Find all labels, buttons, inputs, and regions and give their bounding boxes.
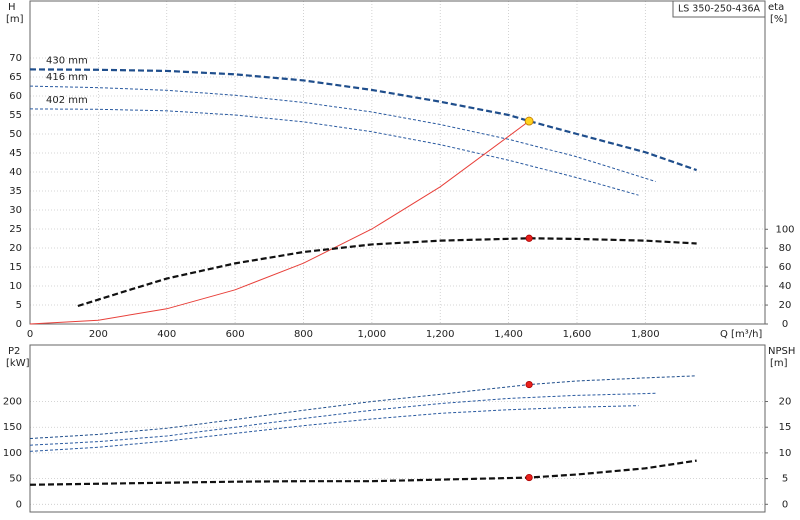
y2-axis-title: eta xyxy=(768,2,784,13)
curve-label: 402 mm xyxy=(46,95,88,106)
y2-tick-label: 40 xyxy=(779,281,792,292)
x-tick-label: 200 xyxy=(89,329,108,340)
y-tick-label: 0 xyxy=(16,319,22,330)
y-axis-unit: [kW] xyxy=(6,358,30,369)
y-tick-label: 35 xyxy=(9,186,22,197)
plot-frame xyxy=(29,0,766,325)
y2-tick-label: 20 xyxy=(779,397,792,408)
y-tick-label: 20 xyxy=(9,243,22,254)
x-tick-label: 600 xyxy=(226,329,245,340)
curve-label: 430 mm xyxy=(46,55,88,66)
x-tick-label: 1,600 xyxy=(563,329,592,340)
x-axis-title: Q [m³/h] xyxy=(720,329,762,340)
y2-axis-title: NPSH xyxy=(768,346,795,357)
y-tick-label: 25 xyxy=(9,224,22,235)
y-tick-label: 0 xyxy=(16,499,22,510)
y-tick-label: 40 xyxy=(9,167,22,178)
y2-tick-label: 10 xyxy=(779,448,792,459)
y-axis-title: P2 xyxy=(8,346,20,357)
y2-tick-label: 60 xyxy=(779,262,792,273)
title-box xyxy=(672,0,766,18)
y-axis-unit: [m] xyxy=(6,14,24,25)
duty-point xyxy=(525,380,533,389)
y2-axis-unit: [%] xyxy=(770,14,787,25)
y2-tick-label: 5 xyxy=(782,474,788,485)
x-tick-label: 1,200 xyxy=(426,329,455,340)
y-tick-label: 65 xyxy=(9,72,22,83)
x-tick-label: 1,000 xyxy=(358,329,387,340)
y2-tick-label: 20 xyxy=(779,300,792,311)
y-tick-label: 50 xyxy=(9,474,22,485)
y2-tick-label: 80 xyxy=(779,243,792,254)
duty-point xyxy=(525,473,533,482)
curve xyxy=(29,85,656,182)
y-tick-label: 5 xyxy=(16,300,22,311)
y-tick-label: 100 xyxy=(3,448,22,459)
y-tick-label: 200 xyxy=(3,397,22,408)
curve xyxy=(29,392,656,446)
curve xyxy=(29,405,639,452)
x-tick-label: 1,400 xyxy=(494,329,523,340)
x-tick-label: 0 xyxy=(27,329,33,340)
curve xyxy=(29,68,697,172)
y2-tick-label: 100 xyxy=(775,224,794,235)
duty-point xyxy=(525,234,533,242)
chart-title: LS 350-250-436A xyxy=(678,4,761,15)
duty-point xyxy=(524,116,534,126)
y-tick-label: 60 xyxy=(9,91,22,102)
curve xyxy=(77,237,697,308)
curve xyxy=(29,375,697,440)
curve xyxy=(29,120,530,325)
y-tick-label: 45 xyxy=(9,148,22,159)
plot-frame xyxy=(29,344,766,513)
y2-tick-label: 0 xyxy=(782,319,788,330)
y-tick-label: 50 xyxy=(9,129,22,140)
y2-tick-label: 0 xyxy=(782,499,788,510)
x-tick-label: 400 xyxy=(157,329,176,340)
x-tick-label: 800 xyxy=(294,329,313,340)
curve xyxy=(29,108,639,196)
y-tick-label: 15 xyxy=(9,262,22,273)
y-tick-label: 70 xyxy=(9,53,22,64)
y2-tick-label: 15 xyxy=(779,422,792,433)
y-axis-title: H xyxy=(8,2,16,13)
curve xyxy=(29,459,697,486)
y-tick-label: 10 xyxy=(9,281,22,292)
y2-axis-unit: [m] xyxy=(770,358,788,369)
y-tick-label: 30 xyxy=(9,205,22,216)
y-tick-label: 150 xyxy=(3,422,22,433)
curve-label: 416 mm xyxy=(46,72,88,83)
y-tick-label: 55 xyxy=(9,110,22,121)
x-tick-label: 1,800 xyxy=(631,329,660,340)
